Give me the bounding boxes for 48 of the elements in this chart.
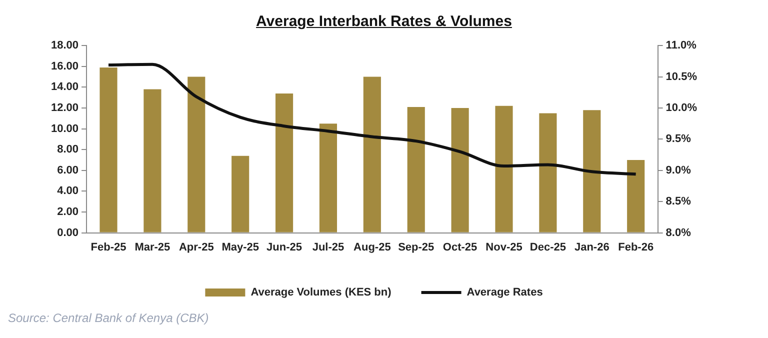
bar bbox=[539, 113, 557, 232]
y-tick-label: 2.00 bbox=[57, 206, 79, 218]
x-tick-label: Dec-25 bbox=[530, 241, 566, 254]
y2-tick-label: 9.5% bbox=[666, 133, 692, 146]
x-tick-label: Feb-26 bbox=[618, 241, 654, 254]
bar bbox=[407, 106, 425, 232]
line-series bbox=[107, 62, 638, 176]
bar bbox=[144, 89, 162, 232]
y-tick-label: 6.00 bbox=[57, 164, 79, 176]
y-tick-label: 12.00 bbox=[50, 102, 79, 114]
y2-tick-label: 11.0% bbox=[666, 40, 697, 52]
x-tick-label: Oct-25 bbox=[442, 241, 478, 254]
bar bbox=[232, 156, 250, 232]
y2-tick-label: 8.0% bbox=[666, 226, 692, 239]
bar bbox=[363, 76, 381, 232]
source-note: Source: Central Bank of Kenya (CBK) bbox=[8, 310, 210, 327]
y2-tick-label: 10.5% bbox=[666, 70, 698, 83]
bar bbox=[451, 108, 469, 232]
y-tick-label: 4.00 bbox=[57, 185, 79, 198]
y-tick-label: 14.00 bbox=[50, 81, 79, 94]
y-tick-label: 18.00 bbox=[50, 40, 79, 52]
chart-title: Average Interbank Rates & Volumes bbox=[255, 12, 513, 32]
x-tick-label: Apr-25 bbox=[178, 241, 214, 254]
bar bbox=[319, 124, 338, 232]
x-tick-label: Aug-25 bbox=[354, 241, 391, 254]
bar bbox=[100, 67, 118, 232]
legend-label: Average Rates bbox=[466, 286, 543, 299]
y-tick-label: 0.00 bbox=[57, 226, 79, 239]
x-tick-label: Nov-25 bbox=[486, 241, 522, 254]
x-tick-label: Mar-25 bbox=[134, 241, 170, 254]
bar bbox=[583, 110, 601, 232]
y2-tick-label: 8.5% bbox=[666, 196, 692, 208]
x-tick-label: Jul-25 bbox=[312, 241, 344, 254]
x-tick-label: Feb-25 bbox=[90, 241, 126, 254]
x-tick-label: May-25 bbox=[222, 241, 259, 254]
x-tick-label: Jan-26 bbox=[574, 241, 610, 254]
y-tick-label: 16.00 bbox=[50, 60, 79, 72]
bar bbox=[495, 106, 513, 232]
legend-label: Average Volumes (KES bn) bbox=[250, 286, 392, 299]
x-tick-label: Jun-25 bbox=[266, 241, 302, 254]
y2-tick-label: 9.0% bbox=[666, 164, 692, 176]
bar bbox=[275, 93, 294, 232]
bar bbox=[188, 76, 206, 232]
bar bbox=[627, 160, 645, 232]
y2-tick-label: 10.0% bbox=[666, 102, 698, 114]
y-tick-label: 10.00 bbox=[50, 122, 79, 135]
y-tick-label: 8.00 bbox=[57, 144, 79, 156]
x-tick-label: Sep-25 bbox=[398, 241, 434, 254]
